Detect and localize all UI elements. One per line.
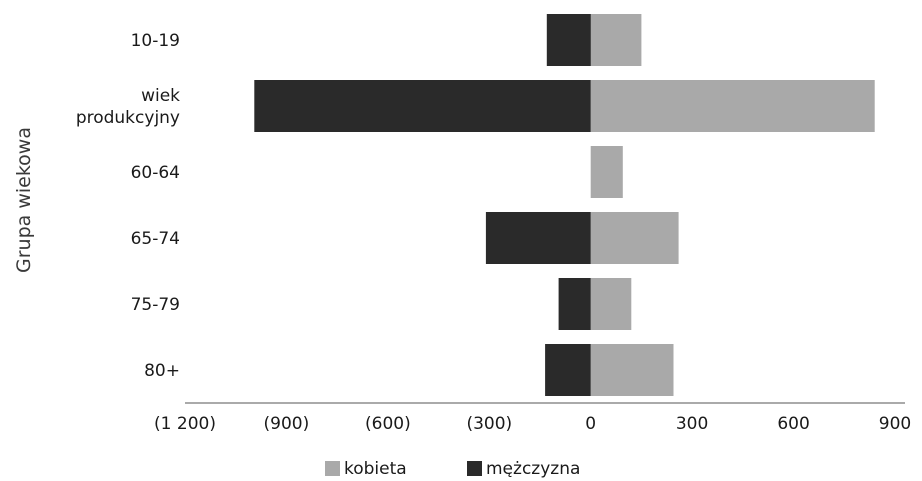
x-tick-labels: (1 200) (900) (600) (300) 0 300 600 900	[154, 414, 911, 434]
category-label-line: 80+	[144, 361, 180, 381]
category-labels: 10-19 wiek produkcyjny 60-64 65-74 75-79 80+	[76, 31, 180, 381]
category-label: 80+	[144, 361, 180, 381]
category-label-line: produkcyjny	[76, 108, 180, 128]
category-label: 60-64	[131, 163, 180, 183]
bar-mezczyzna-5	[545, 344, 591, 396]
bar-kobieta-0	[590, 14, 642, 66]
legend-swatch-mezczyzna	[467, 461, 482, 476]
bar-kobieta-2	[590, 146, 623, 198]
x-tick-label: 300	[676, 414, 708, 434]
x-tick-label: (600)	[365, 414, 411, 434]
bar-mezczyzna-3	[485, 212, 591, 264]
category-label-line: wiek	[141, 86, 180, 106]
x-tick-label: (1 200)	[154, 414, 216, 434]
x-tick-label: (900)	[264, 414, 310, 434]
legend-swatch-kobieta	[325, 461, 340, 476]
category-label-line: 60-64	[131, 163, 180, 183]
x-tick-label: (300)	[466, 414, 512, 434]
legend-label-mezczyzna: mężczyzna	[486, 459, 580, 479]
y-axis-title: Grupa wiekowa	[13, 127, 35, 273]
bar-kobieta-3	[590, 212, 679, 264]
category-label-line: 65-74	[131, 229, 180, 249]
legend-label-kobieta: kobieta	[344, 459, 407, 479]
bar-mezczyzna-4	[558, 278, 591, 330]
bar-kobieta-4	[590, 278, 632, 330]
x-tick-label: 900	[879, 414, 911, 434]
category-label-line: 75-79	[131, 295, 180, 315]
category-label: 65-74	[131, 229, 180, 249]
category-label-line: 10-19	[131, 31, 180, 51]
bars-layer	[254, 14, 875, 396]
category-label: 75-79	[131, 295, 180, 315]
bar-mezczyzna-0	[546, 14, 591, 66]
category-label: wiek produkcyjny	[76, 86, 180, 128]
category-label: 10-19	[131, 31, 180, 51]
x-tick-label: 600	[777, 414, 809, 434]
legend: kobieta mężczyzna	[325, 459, 580, 479]
bar-kobieta-1	[590, 80, 875, 132]
bar-kobieta-5	[590, 344, 674, 396]
bar-mezczyzna-1	[254, 80, 591, 132]
x-tick-label: 0	[585, 414, 596, 434]
